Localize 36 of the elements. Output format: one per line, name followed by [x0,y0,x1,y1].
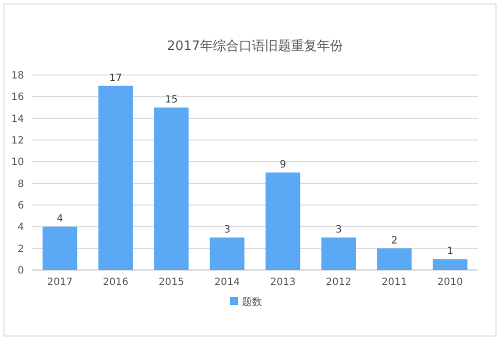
bar [210,238,244,270]
x-tick-label: 2014 [214,277,240,288]
x-tick-label: 2013 [270,277,296,288]
data-label: 2 [391,235,398,246]
y-tick-label: 2 [18,244,24,255]
bar [266,172,300,270]
data-label: 15 [165,94,178,106]
data-label: 4 [56,214,64,225]
data-label: 17 [109,72,122,84]
data-label: 3 [224,224,230,236]
bar [432,259,468,270]
x-tick-label: 2011 [382,277,408,288]
y-tick-label: 4 [18,222,24,234]
x-tick-label: 2016 [102,277,128,288]
data-label: 9 [280,160,286,170]
x-tick-label: 2012 [326,277,352,288]
x-tick-label: 2017 [47,277,73,288]
bar [377,248,412,270]
bar [42,226,78,270]
y-tick-label: 18 [11,70,24,82]
y-tick-label: 6 [18,200,24,212]
data-label: 3 [335,224,342,236]
bar [154,108,189,270]
y-tick-label: 14 [11,114,24,125]
y-tick-label: 10 [11,157,24,168]
x-tick-label: 2010 [437,277,463,288]
bar [321,238,356,270]
x-tick-label: 2015 [158,277,184,288]
y-tick-label: 8 [18,178,24,190]
bar [98,86,133,270]
legend-label: 题数 [242,297,262,308]
data-label: 1 [446,246,454,258]
y-tick-label: 12 [11,136,24,146]
y-tick-label: 0 [18,266,24,276]
y-tick-label: 16 [11,92,24,104]
chart-title: 2017年综合口语旧题重复年份 [166,39,344,54]
